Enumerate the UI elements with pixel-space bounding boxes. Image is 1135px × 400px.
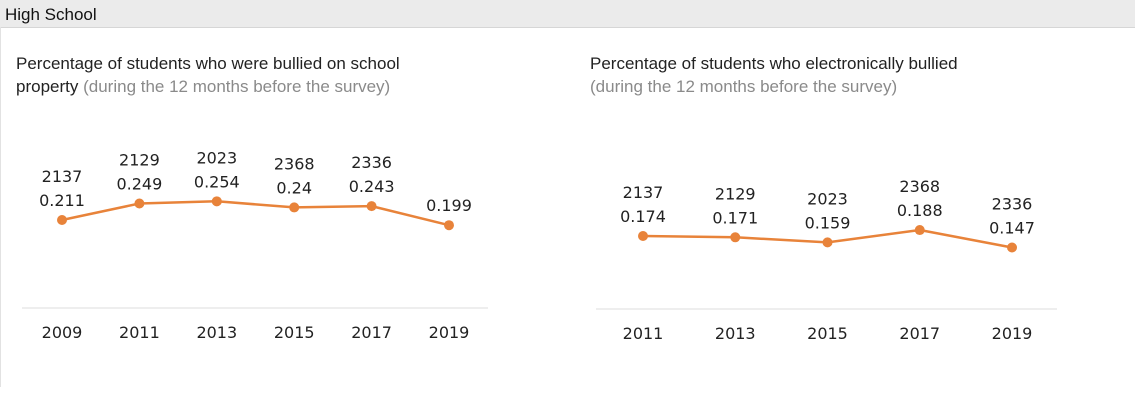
chart-2-value-label: 0.159 [805, 213, 851, 232]
chart-1-x-tick: 2019 [429, 323, 470, 342]
chart-2-x-tick: 2017 [899, 324, 940, 343]
chart-2-data-point [822, 237, 833, 248]
panel-border [0, 27, 1, 387]
chart-2-data-point [914, 225, 925, 236]
chart-1-data-point [444, 220, 454, 231]
chart-2-title-main: Percentage of students who electronicall… [590, 54, 958, 73]
section-title: High School [5, 5, 97, 24]
chart-1-value-label: 0.199 [426, 196, 472, 215]
section-header: High School [0, 0, 1135, 28]
chart-2-x-tick: 2019 [992, 324, 1033, 343]
chart-1-count-label: 2137 [42, 167, 83, 186]
chart-2-value-label: 0.174 [620, 207, 666, 226]
chart-2-x-tick: 2015 [807, 324, 848, 343]
chart-1-x-tick: 2015 [274, 323, 315, 342]
chart-1-count-label: 2368 [274, 154, 315, 173]
chart-1-x-tick: 2009 [42, 323, 83, 342]
chart-1-value-label: 0.243 [349, 177, 395, 196]
chart-2-x-tick: 2011 [623, 324, 664, 343]
chart-2-data-point [1007, 242, 1017, 253]
chart-1-count-label: 2129 [119, 151, 160, 170]
chart-1-title: Percentage of students who were bullied … [16, 52, 416, 98]
chart-1-value-label: 0.254 [194, 172, 240, 191]
chart-1-data-point [366, 201, 377, 212]
chart-2-value-label: 0.188 [897, 201, 943, 220]
chart-2-count-label: 2129 [715, 184, 756, 203]
chart-1-data-point [289, 202, 300, 213]
chart-2-subtitle: (during the 12 months before the survey) [590, 77, 898, 96]
chart-1-title-main: Percentage of students who were bullied … [16, 54, 400, 96]
chart-2-count-label: 2368 [899, 177, 940, 196]
chart-1-x-tick: 2017 [351, 323, 392, 342]
chart-1-value-label: 0.211 [39, 191, 85, 210]
chart-2-x-tick: 2013 [715, 324, 756, 343]
chart-2-data-point [730, 232, 741, 243]
chart-2-count-label: 2336 [992, 195, 1033, 214]
chart-2-data-point [638, 231, 648, 241]
chart-1-count-label: 2023 [196, 148, 237, 167]
chart-1-value-label: 0.249 [116, 175, 162, 194]
chart-1-series-line [61, 200, 450, 227]
chart-1-count-label: 2336 [351, 153, 392, 172]
chart-2-title: Percentage of students who electronicall… [590, 52, 985, 98]
chart-1-data-point [57, 215, 67, 225]
chart-2-count-label: 2023 [807, 189, 848, 208]
chart-2-value-label: 0.147 [989, 219, 1035, 238]
chart-2-count-label: 2137 [623, 183, 664, 202]
chart-1-data-point [134, 198, 145, 209]
chart-1-x-tick: 2011 [119, 323, 160, 342]
chart-1-subtitle: (during the 12 months before the survey) [83, 77, 391, 96]
chart-1-data-point [211, 196, 222, 207]
chart-2-value-label: 0.171 [712, 208, 758, 227]
chart-1-value-label: 0.24 [276, 178, 312, 197]
chart-1-x-tick: 2013 [196, 323, 237, 342]
